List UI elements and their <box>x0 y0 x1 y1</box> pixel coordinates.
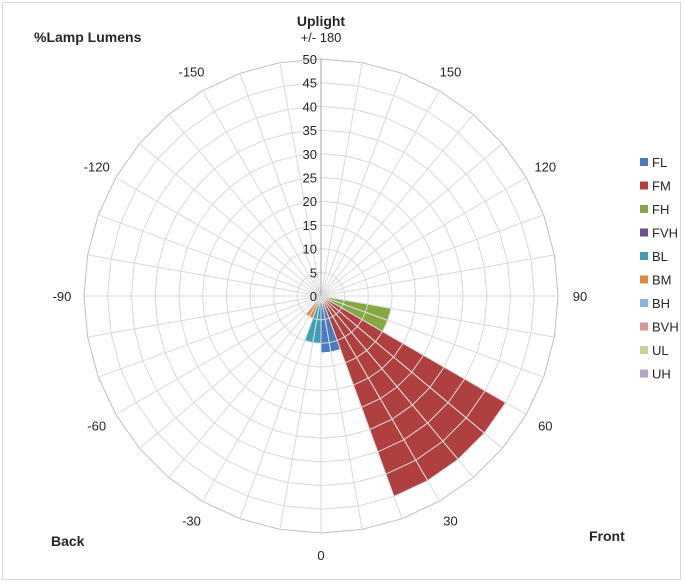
legend-swatch-bvh <box>640 322 648 331</box>
angle-label-90: 90 <box>573 289 587 304</box>
grid-spoke-160 <box>320 73 403 297</box>
radial-tick-label-30: 30 <box>303 147 317 162</box>
legend-swatch-ul <box>640 346 648 354</box>
grid-spoke-150 <box>320 90 440 297</box>
angle-label-120: 120 <box>534 160 556 175</box>
grid-spoke-60 <box>320 295 527 415</box>
grid-spoke-330 <box>202 295 322 502</box>
bottom-left-label: Back <box>51 533 85 549</box>
grid-spoke-320 <box>168 295 322 478</box>
radial-tick-label-25: 25 <box>303 171 317 186</box>
grid-spoke-120 <box>320 177 527 297</box>
angle-label-60: 60 <box>538 419 552 434</box>
legend-swatch-fh <box>640 205 648 213</box>
legend-label-fl: FL <box>652 155 667 170</box>
grid-spoke-340 <box>239 295 322 519</box>
legend-label-bm: BM <box>652 273 672 288</box>
grid-spoke-210 <box>202 90 322 297</box>
grid-spoke-280 <box>87 295 322 338</box>
radial-tick-label-50: 50 <box>303 52 317 67</box>
radial-tick-label-45: 45 <box>303 76 317 91</box>
grid-spoke-80 <box>320 295 555 338</box>
radial-tick-label-10: 10 <box>303 242 317 257</box>
angle-label--150: -150 <box>178 65 204 80</box>
grid-spoke-20 <box>320 295 403 519</box>
grid-spoke-110 <box>320 214 544 297</box>
radial-tick-label-5: 5 <box>310 265 317 280</box>
legend: FL FM FH FVH BL BM BH BVH UL UH <box>640 155 679 382</box>
legend-swatch-bh <box>640 299 648 307</box>
legend-label-bvh: BVH <box>652 320 679 335</box>
grid-spoke-350 <box>279 295 322 530</box>
legend-label-fh: FH <box>652 202 669 217</box>
chart-title: Uplight <box>297 13 346 29</box>
legend-label-ul: UL <box>652 343 669 358</box>
grid-spoke-30 <box>320 295 440 502</box>
grid-spoke-230 <box>139 143 322 297</box>
grid-spoke-100 <box>320 254 555 297</box>
grid-spoke-50 <box>320 295 503 449</box>
legend-swatch-bm <box>640 275 648 284</box>
grid-spoke-290 <box>98 295 322 378</box>
grid-spoke-170 <box>320 62 363 297</box>
legend-label-bl: BL <box>652 249 668 264</box>
grid-spoke-260 <box>87 254 322 297</box>
angle-label--120: -120 <box>84 160 110 175</box>
radial-ticks: 0 5 10 15 20 25 30 35 40 45 50 <box>303 52 317 304</box>
grid-spoke-310 <box>139 295 322 449</box>
angle-label-30: 30 <box>443 513 457 528</box>
legend-label-fm: FM <box>652 179 671 194</box>
angle-label--90: -90 <box>53 289 72 304</box>
radial-tick-label-35: 35 <box>303 123 317 138</box>
grid-spoke-40 <box>320 295 474 478</box>
angle-label-150: 150 <box>440 65 462 80</box>
grid-spoke-10 <box>320 295 363 530</box>
radial-tick-label-20: 20 <box>303 194 317 209</box>
angle-label-0: 0 <box>317 548 324 563</box>
radial-tick-label-40: 40 <box>303 99 317 114</box>
legend-label-bh: BH <box>652 296 670 311</box>
grid-spoke-250 <box>98 214 322 297</box>
legend-swatch-uh <box>640 369 648 378</box>
top-left-label: %Lamp Lumens <box>34 29 142 45</box>
grid-spoke-140 <box>320 114 474 297</box>
angle-label--60: -60 <box>87 419 106 434</box>
bottom-right-label: Front <box>589 528 625 544</box>
radial-tick-label-15: 15 <box>303 218 317 233</box>
legend-swatch-fm <box>640 181 648 190</box>
grid-spoke-130 <box>320 143 503 297</box>
grid-spoke-220 <box>168 114 322 297</box>
legend-swatch-fvh <box>640 228 648 237</box>
polar-grid <box>83 58 559 534</box>
legend-swatch-fl <box>640 158 648 166</box>
grid-spoke-300 <box>115 295 322 415</box>
grid-spoke-190 <box>279 62 322 297</box>
angle-label--30: -30 <box>182 513 201 528</box>
legend-swatch-bl <box>640 252 648 260</box>
angle-label-180: +/- 180 <box>301 30 342 45</box>
radial-tick-label-0: 0 <box>310 289 317 304</box>
grid-spoke-200 <box>239 73 322 297</box>
legend-label-fvh: FVH <box>652 226 678 241</box>
grid-spoke-70 <box>320 295 544 378</box>
grid-spoke-240 <box>115 177 322 297</box>
legend-label-uh: UH <box>652 367 671 382</box>
